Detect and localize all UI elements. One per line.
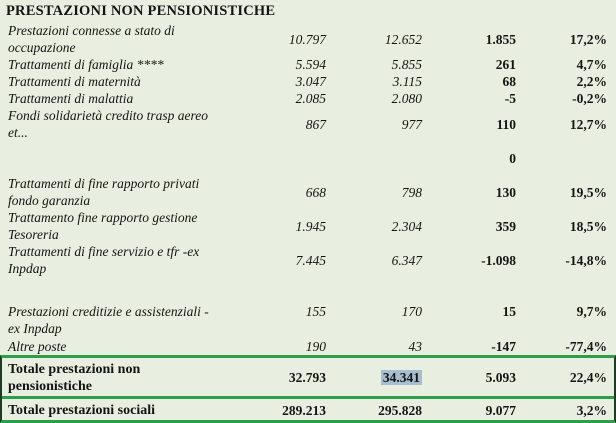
row-label: Prestazioni connesse a stato di occupazi… — [8, 22, 278, 56]
value-cell: 110 — [496, 116, 516, 132]
row-label-line: ex Inpdap — [8, 321, 62, 336]
value-cell: 3,2% — [576, 402, 607, 418]
value-cell: 12.652 — [384, 31, 422, 47]
row-label-line: Totale prestazioni non — [8, 361, 141, 377]
value-cell: 9.077 — [485, 402, 516, 418]
value-cell: 4,7% — [576, 57, 607, 72]
value-cell: 170 — [401, 304, 422, 319]
value-cell: 289.213 — [282, 402, 326, 418]
value-cell: 12,7% — [569, 116, 607, 132]
table-row: Prestazioni connesse a stato di occupazi… — [8, 22, 607, 56]
value-cell: 2.080 — [391, 91, 422, 106]
table-row: Trattamenti di fine servizio e tfr -ex I… — [8, 243, 607, 277]
value-cell: 977 — [401, 116, 422, 132]
row-label: Trattamenti di malattia — [8, 91, 134, 106]
value-cell: 5.855 — [391, 57, 422, 72]
value-cell: 5.093 — [485, 370, 516, 385]
row-label-line: Prestazioni creditizie e assistenziali - — [8, 304, 209, 319]
value-cell: 19,5% — [569, 184, 607, 200]
table-row: Trattamenti di maternità 3.047 3.115 68 … — [8, 73, 607, 90]
value-cell: 9,7% — [576, 304, 607, 319]
value-cell: 1.945 — [295, 218, 326, 234]
value-cell: 1.855 — [485, 31, 516, 47]
value-cell: 68 — [502, 74, 517, 89]
row-label: Prestazioni creditizie e assistenziali -… — [8, 303, 278, 337]
row-label-line: occupazione — [8, 40, 76, 55]
row-label: Trattamento fine rapporto gestione Tesor… — [8, 209, 278, 243]
table-row: Fondi solidarietà credito trasp aereo et… — [8, 107, 607, 141]
row-label: Trattamenti di fine rapporto privati fon… — [8, 175, 278, 209]
row-label-line: Trattamento fine rapporto gestione — [8, 210, 198, 225]
value-cell: 2.085 — [295, 91, 326, 106]
value-cell: 7.445 — [295, 252, 326, 268]
table-row: Trattamenti di fine rapporto privati fon… — [8, 175, 607, 209]
row-label-line: Trattamenti di fine servizio e tfr -ex — [8, 244, 200, 259]
value-cell: 34.341 — [326, 369, 422, 386]
value-cell: 190 — [305, 338, 326, 354]
value-cell: 261 — [495, 57, 516, 72]
value-cell: 3.047 — [295, 74, 326, 89]
row-label: Totale prestazioni sociali — [8, 402, 155, 418]
value-cell: 295.828 — [378, 402, 422, 418]
table-row: Altre poste 190 43 -147 -77,4% — [8, 337, 607, 355]
table-row: Totale prestazioni non pensionistiche 32… — [8, 360, 607, 395]
value-cell: -0,2% — [572, 91, 607, 106]
value-cell: 32.793 — [288, 370, 326, 385]
selected-text-highlight: 34.341 — [380, 370, 422, 385]
row-label-line: fondo garanzia — [8, 193, 91, 208]
table-row: Trattamenti di famiglia **** 5.594 5.855… — [8, 56, 607, 73]
value-cell: 668 — [305, 184, 326, 200]
row-label: Trattamenti di fine servizio e tfr -ex I… — [8, 243, 278, 277]
value-cell: 798 — [401, 184, 422, 200]
value-cell: 10.797 — [288, 31, 326, 47]
value-cell: 0 — [509, 150, 516, 166]
row-label: Trattamenti di maternità — [8, 74, 141, 89]
value-cell: 3.115 — [392, 74, 422, 89]
row-label-line: Trattamenti di fine rapporto privati — [8, 176, 200, 191]
row-label-line: Prestazioni connesse a stato di — [8, 23, 175, 38]
row-gap — [8, 277, 607, 303]
row-label: Trattamenti di famiglia **** — [8, 57, 164, 72]
table-row-empty: 0 — [8, 141, 607, 175]
value-cell: -14,8% — [565, 252, 607, 268]
value-cell: 18,5% — [569, 218, 607, 234]
row-label-line: et... — [8, 125, 28, 140]
value-cell: 2,2% — [576, 74, 607, 89]
value-cell: 867 — [305, 116, 326, 132]
value-cell: 22,4% — [569, 370, 607, 385]
row-label: Altre poste — [8, 338, 67, 354]
benefits-table: Prestazioni connesse a stato di occupazi… — [0, 22, 616, 355]
value-cell: -1.098 — [481, 252, 516, 268]
table-row: Prestazioni creditizie e assistenziali -… — [8, 303, 607, 337]
page-title: PRESTAZIONI NON PENSIONISTICHE — [6, 3, 276, 19]
value-cell: 6.347 — [391, 252, 422, 268]
table-row: Trattamenti di malattia 2.085 2.080 -5 -… — [8, 90, 607, 107]
value-cell: 17,2% — [569, 31, 607, 47]
total-row-sociali: Totale prestazioni sociali 289.213 295.8… — [2, 399, 614, 420]
row-label: Totale prestazioni non pensionistiche — [8, 361, 278, 395]
value-cell: 155 — [305, 304, 326, 319]
row-label-line: Inpdap — [8, 261, 47, 276]
row-label-line: Tesoreria — [8, 227, 59, 242]
value-cell: 2.304 — [391, 218, 422, 234]
value-cell: 43 — [408, 338, 423, 354]
total-row-non-pensionistiche: Totale prestazioni non pensionistiche 32… — [2, 358, 614, 399]
row-label: Fondi solidarietà credito trasp aereo et… — [8, 107, 278, 141]
table-row: Totale prestazioni sociali 289.213 295.8… — [8, 401, 607, 419]
row-label-line: pensionistiche — [8, 378, 93, 394]
value-cell: 5.594 — [295, 57, 326, 72]
row-label-line: Fondi solidarietà credito trasp aereo — [8, 108, 208, 123]
value-cell: 359 — [495, 218, 516, 234]
value-cell: -147 — [491, 338, 516, 354]
value-cell: 130 — [495, 184, 516, 200]
table-row: Trattamento fine rapporto gestione Tesor… — [8, 209, 607, 243]
value-cell: -5 — [504, 91, 516, 106]
totals-section: Totale prestazioni non pensionistiche 32… — [0, 355, 616, 423]
value-cell: -77,4% — [565, 338, 607, 354]
value-cell: 15 — [502, 304, 517, 319]
